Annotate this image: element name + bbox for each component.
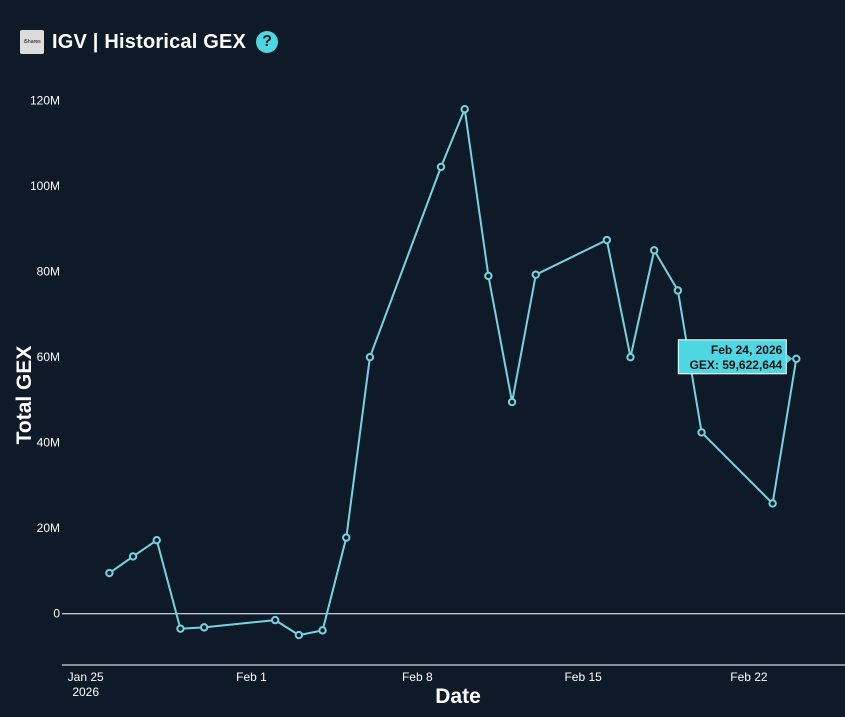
data-point-marker <box>318 626 327 635</box>
y-axis-title: Total GEX <box>13 346 36 445</box>
x-tick-label: Feb 15 <box>564 670 602 684</box>
data-point-marker <box>152 535 161 545</box>
data-point-marker <box>792 354 801 363</box>
data-point-marker <box>768 499 777 508</box>
data-point-marker <box>365 352 375 362</box>
data-point-marker <box>105 568 114 578</box>
tooltip-box <box>677 339 787 375</box>
data-point-marker <box>342 533 351 542</box>
data-point-marker <box>176 624 185 633</box>
data-point-marker <box>270 615 280 625</box>
x-axis-title: Date <box>435 685 481 708</box>
chart-header: iShares IGV | Historical GEX ? <box>20 28 279 56</box>
data-point-marker <box>602 235 612 245</box>
x-tick-label: Feb 8 <box>402 670 433 684</box>
tooltip-date: Feb 24, 2026 <box>711 343 783 357</box>
y-tick-label: 0 <box>53 607 60 621</box>
x-tick-label: Feb 1 <box>236 670 267 684</box>
question-circle-icon[interactable]: ? <box>256 31 279 53</box>
help-glyph: ? <box>262 33 272 50</box>
data-point-marker <box>649 246 659 255</box>
x-tick-label: Jan 25 <box>68 670 104 684</box>
data-point-marker <box>697 428 706 437</box>
y-tick-label: 60M <box>37 350 60 364</box>
data-point-marker <box>294 630 304 640</box>
y-tick-label: 120M <box>30 94 60 108</box>
y-tick-label: 20M <box>37 521 60 535</box>
gex-series-line <box>108 108 798 637</box>
data-point-marker <box>507 397 517 407</box>
data-point-marker <box>626 352 635 362</box>
data-point-marker <box>436 162 446 172</box>
data-point-marker <box>128 552 138 561</box>
data-point-marker <box>460 105 469 114</box>
ishares-logo: iShares <box>20 30 44 54</box>
data-point-marker <box>484 271 493 281</box>
data-point-marker <box>199 623 209 632</box>
tooltip-value: GEX: 59,622,644 <box>690 358 783 372</box>
logo-text: iShares <box>23 39 41 45</box>
y-tick-label: 40M <box>37 436 60 450</box>
y-tick-label: 100M <box>30 179 60 193</box>
tooltip-pointer <box>786 353 793 364</box>
y-tick-label: 80M <box>37 265 60 279</box>
data-point-marker <box>673 286 683 295</box>
chart-title: IGV | Historical GEX <box>52 30 247 53</box>
data-point-marker <box>531 270 540 279</box>
x-tick-year-label: 2026 <box>72 685 99 699</box>
x-tick-label: Feb 22 <box>730 670 768 684</box>
